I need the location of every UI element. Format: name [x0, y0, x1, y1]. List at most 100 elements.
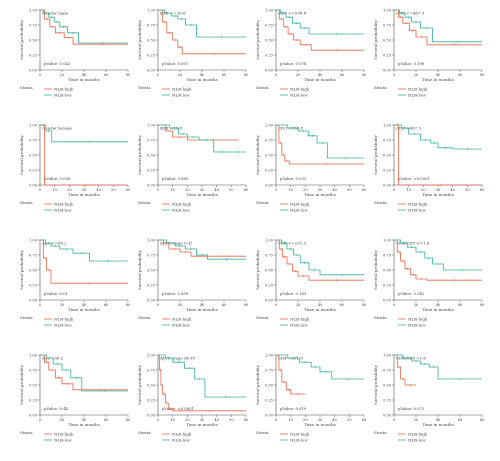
panel-title: Gender female	[42, 126, 73, 131]
x-tick-label: 60	[244, 418, 249, 422]
x-tick-label: 40	[332, 418, 337, 422]
x-tick-label: 40	[318, 73, 323, 77]
y-tick-label: 0.00	[147, 298, 156, 302]
km-panel: 0.00 0.25 0.50 0.75 1.00 0 10 20 30 40 50 60 Time in…	[137, 353, 249, 442]
y-tick-label: 1.00	[29, 238, 38, 242]
legend-label-nlr-high: NLR-high	[290, 201, 310, 206]
x-axis-label: Time in months	[304, 307, 336, 312]
y-tick-label: 1.00	[265, 123, 274, 127]
x-tick-label: 0	[39, 188, 42, 192]
y-tick-label: 0.75	[29, 368, 38, 372]
panel-title: CD3 <=598.8	[278, 11, 307, 16]
x-tick-label: 80	[480, 73, 485, 77]
y-tick-label: 0.25	[265, 53, 274, 57]
x-tick-label: 80	[244, 303, 249, 307]
x-tick-label: 20	[178, 303, 183, 307]
y-axis-label: Survival probability	[373, 364, 378, 405]
y-axis-label: Survival probability	[137, 249, 142, 290]
legend-title: Strata	[374, 200, 387, 205]
x-tick-label: 0	[39, 418, 42, 422]
x-tick-label: 20	[185, 418, 190, 422]
survival-curve-nlr-high	[158, 9, 246, 55]
y-tick-label: 0.50	[147, 38, 156, 42]
x-tick-label: 0	[157, 418, 160, 422]
x-tick-label: 30	[82, 188, 87, 192]
y-axis-label: Survival probability	[19, 364, 24, 405]
survival-curve-nlr-high	[394, 9, 482, 46]
legend-label-nlr-low: NLR-low	[54, 322, 72, 327]
y-tick-label: 0.75	[265, 368, 274, 372]
legend-label-nlr-low: NLR-low	[54, 437, 72, 442]
y-axis-label: Survival probability	[19, 19, 24, 60]
x-tick-label: 30	[436, 188, 441, 192]
x-tick-label: 60	[104, 303, 109, 307]
x-tick-label: 40	[82, 303, 87, 307]
x-tick-label: 60	[362, 418, 367, 422]
p-value-label: pValue: <0.0001	[398, 176, 430, 181]
y-tick-label: 0.25	[383, 283, 392, 287]
panel-title: BMI <=20.8	[160, 11, 186, 16]
km-panel: 0.00 0.25 0.50 0.75 1.00 0 20 40 60 80 Time in mon…	[19, 238, 131, 327]
y-axis-label: Survival probability	[19, 134, 24, 175]
km-panel: 0.00 0.25 0.50 0.75 1.00 0 20 40 60 80 Time in mon…	[19, 8, 131, 97]
legend-label-nlr-low: NLR-low	[54, 207, 72, 212]
x-tick-label: 40	[436, 418, 441, 422]
legend-label-nlr-low: NLR-low	[172, 437, 190, 442]
legend-label-nlr-high: NLR-high	[172, 431, 192, 436]
y-axis-label: Survival probability	[373, 134, 378, 175]
x-tick-label: 0	[393, 418, 396, 422]
y-tick-label: 1.00	[147, 238, 156, 242]
x-axis-label: Time in months	[68, 422, 100, 427]
x-axis-label: Time in months	[422, 192, 454, 197]
y-tick-label: 0.00	[265, 68, 274, 72]
p-value-label: pValue: 0.01	[44, 291, 68, 296]
survival-curve-nlr-low	[158, 239, 246, 260]
legend-label-nlr-low: NLR-low	[408, 322, 426, 327]
p-value-label: pValue: 0.885	[162, 176, 189, 181]
panel-title: CD8 <=467.3	[396, 11, 425, 16]
x-tick-label: 50	[347, 418, 352, 422]
y-tick-label: 0.00	[147, 183, 156, 187]
y-tick-label: 0.00	[29, 413, 38, 417]
legend-label-nlr-high: NLR-high	[54, 86, 74, 91]
y-axis-label: Survival probability	[255, 134, 260, 175]
legend-label-nlr-low: NLR-low	[290, 92, 308, 97]
y-tick-label: 1.00	[29, 8, 38, 12]
x-tick-label: 50	[111, 188, 116, 192]
x-tick-label: 20	[421, 188, 426, 192]
y-tick-label: 1.00	[147, 123, 156, 127]
legend-title: Strata	[256, 200, 269, 205]
y-tick-label: 0.75	[265, 253, 274, 257]
y-tick-label: 0.50	[265, 153, 274, 157]
y-tick-label: 0.25	[29, 168, 38, 172]
y-tick-label: 1.00	[265, 238, 274, 242]
x-tick-label: 40	[436, 73, 441, 77]
y-tick-label: 1.00	[383, 123, 392, 127]
y-tick-label: 0.50	[383, 268, 392, 272]
y-axis-label: Survival probability	[373, 249, 378, 290]
y-tick-label: 0.25	[383, 398, 392, 402]
survival-curve-nlr-low	[158, 354, 246, 398]
legend-label-nlr-high: NLR-high	[172, 86, 192, 91]
x-tick-label: 10	[170, 418, 175, 422]
km-panel: 0.00 0.25 0.50 0.75 1.00 0 20 40 60 80 Time in mon…	[373, 353, 485, 442]
legend-label-nlr-high: NLR-high	[54, 431, 74, 436]
x-tick-label: 30	[318, 188, 323, 192]
y-tick-label: 0.50	[265, 268, 274, 272]
x-tick-label: 10	[52, 188, 57, 192]
x-tick-label: 60	[480, 188, 485, 192]
x-tick-label: 80	[244, 73, 249, 77]
survival-curve-nlr-low	[40, 354, 128, 392]
y-tick-label: 0.25	[29, 53, 38, 57]
survival-curve-nlr-low	[40, 239, 128, 262]
legend-title: Strata	[256, 85, 269, 90]
y-tick-label: 0.25	[265, 283, 274, 287]
x-tick-label: 0	[393, 73, 396, 77]
y-tick-label: 0.25	[147, 53, 156, 57]
survival-curve-nlr-high	[40, 239, 128, 284]
legend-label-nlr-low: NLR-low	[290, 207, 308, 212]
km-panel: 0.00 0.25 0.50 0.75 1.00 0 10 20 30 40 50 60 Time in…	[19, 123, 131, 212]
km-panel: 0.00 0.25 0.50 0.75 1.00 0 20 40 60 80 Time in mon…	[137, 8, 249, 97]
survival-curve-nlr-low	[394, 9, 482, 43]
x-axis-label: Time in months	[68, 307, 100, 312]
